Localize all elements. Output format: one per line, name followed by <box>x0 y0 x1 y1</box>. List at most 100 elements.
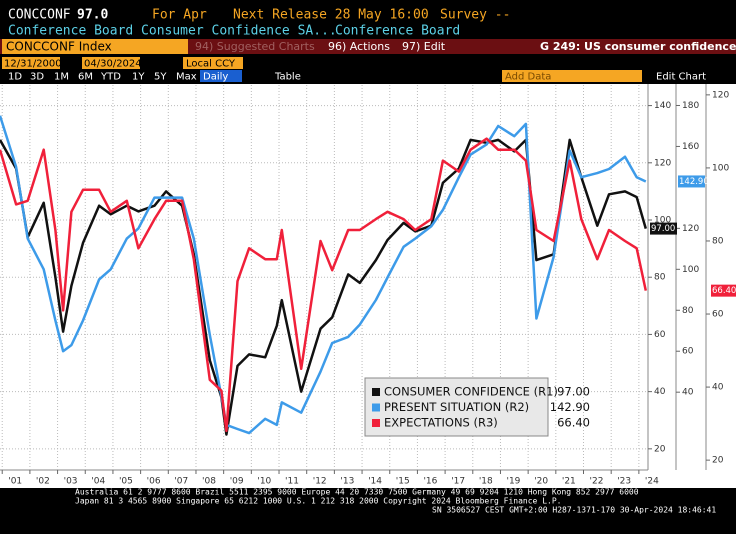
legend-name: EXPECTATIONS (R3) <box>384 416 498 430</box>
series-line <box>0 137 648 433</box>
period-button[interactable]: YTD <box>100 72 121 83</box>
x-tick-label: '23 <box>617 477 631 487</box>
currency-box[interactable] <box>183 57 243 69</box>
survey: Survey -- <box>440 8 510 23</box>
start-date-box[interactable] <box>2 57 60 69</box>
y-tick-label: 100 <box>654 216 671 226</box>
y-tick-label: 180 <box>682 101 699 111</box>
last-value-label: 142.90 <box>679 177 709 187</box>
period-button[interactable]: 1M <box>54 72 69 83</box>
y-tick-label: 80 <box>682 306 694 316</box>
x-tick-label: '04 <box>91 477 105 487</box>
period-button[interactable]: 5Y <box>154 72 167 83</box>
x-tick-label: '22 <box>590 477 604 487</box>
add-data[interactable]: Add Data <box>505 72 551 83</box>
x-tick-label: '21 <box>562 477 576 487</box>
last-value-badge <box>650 222 677 235</box>
end-date[interactable]: 04/30/2024 <box>84 59 142 70</box>
description: Conference Board Consumer Confidence SA.… <box>8 24 337 39</box>
x-tick-label: '17 <box>451 477 465 487</box>
x-tick-label: '12 <box>313 477 327 487</box>
x-tick-label: '06 <box>147 477 161 487</box>
x-tick-label: '18 <box>479 477 493 487</box>
currency[interactable]: Local CCY <box>186 59 236 70</box>
last-value: 97.0 <box>77 8 108 23</box>
x-tick-label: '13 <box>340 477 354 487</box>
x-tick-label: '09 <box>230 477 244 487</box>
y-tick-label: 120 <box>682 224 699 234</box>
period-button[interactable]: 6M <box>78 72 93 83</box>
series-line <box>0 138 648 436</box>
x-tick-label: '19 <box>506 477 520 487</box>
period-button[interactable]: Max <box>176 72 197 83</box>
start-date[interactable]: 12/31/2000 <box>4 59 62 70</box>
footer-line3: SN 3506527 CEST GMT+2:00 H287-1371-170 3… <box>432 506 716 515</box>
end-date-box[interactable] <box>82 57 140 69</box>
last-value-label: 97.00 <box>651 224 675 234</box>
y-tick-label: 80 <box>654 273 666 283</box>
axes: '01 '02 '03 '04 '05 '06 '07 '08 '09 '10 '11 '12 '13 '… <box>1 90 736 487</box>
footer-line1: Australia 61 2 9777 8600 Brazil 5511 239… <box>75 488 639 497</box>
y-tick-label: 60 <box>712 310 724 320</box>
last-value-badge <box>711 284 736 297</box>
y-tick-label: 120 <box>654 158 671 168</box>
period-button[interactable]: 3D <box>30 72 44 83</box>
actions-menu[interactable]: 96) Actions <box>328 40 390 53</box>
legend-value: 142.90 <box>550 400 590 414</box>
y-tick-label: 100 <box>682 265 699 275</box>
add-data-box[interactable] <box>502 70 642 82</box>
chart-name: G 249: US consumer confidences <box>540 40 736 53</box>
y-tick-label: 160 <box>682 142 699 152</box>
y-tick-label: 40 <box>682 388 694 398</box>
y-tick-label: 20 <box>712 456 724 466</box>
legend-swatch <box>372 403 380 412</box>
legend-swatch <box>372 419 380 427</box>
period: For Apr <box>152 8 207 23</box>
legend-swatch <box>372 388 380 396</box>
y-tick-label: 40 <box>654 387 666 397</box>
security[interactable]: CONCCONF Index <box>6 40 112 54</box>
x-tick-label: '02 <box>36 477 50 487</box>
legend-name: PRESENT SITUATION (R2) <box>384 400 529 414</box>
last-value-badge <box>678 175 705 188</box>
y-tick-label: 100 <box>712 163 729 173</box>
x-tick-label: '16 <box>423 477 437 487</box>
suggested-charts[interactable]: 94) Suggested Charts <box>195 40 315 53</box>
y-tick-label: 20 <box>654 444 666 454</box>
legend-name: CONSUMER CONFIDENCE (R1) <box>384 385 558 399</box>
y-tick-label: 40 <box>712 383 724 393</box>
frequency-box[interactable] <box>200 70 242 82</box>
edit-chart[interactable]: Edit Chart <box>656 72 706 83</box>
grid <box>0 85 648 470</box>
series-line <box>0 115 647 435</box>
x-tick-label: '20 <box>534 477 548 487</box>
y-tick-label: 60 <box>654 330 666 340</box>
period-buttons: 1D 3D 1M 6M YTD 1Y 5Y Max <box>8 72 197 83</box>
y-tick-label: 140 <box>654 101 671 111</box>
period-button[interactable]: 1Y <box>132 72 145 83</box>
x-tick-label: '07 <box>174 477 188 487</box>
next-release: Next Release 28 May 16:00 <box>233 8 429 23</box>
frequency[interactable]: Daily <box>203 72 228 83</box>
legend <box>364 377 549 437</box>
source: Conference Board <box>335 24 460 39</box>
footer-line2: Japan 81 3 4565 8900 Singapore 65 6212 1… <box>75 497 561 506</box>
security-box[interactable] <box>2 39 188 54</box>
y-tick-label: 80 <box>712 236 724 246</box>
period-button[interactable]: 1D <box>8 72 22 83</box>
x-tick-label: '10 <box>257 477 271 487</box>
table-button[interactable]: Table <box>274 72 301 83</box>
x-tick-label: '05 <box>119 477 133 487</box>
y-tick-label: 60 <box>682 347 694 357</box>
x-tick-label: '15 <box>396 477 410 487</box>
ticker: CONCCONF <box>8 8 71 23</box>
x-tick-label: '08 <box>202 477 216 487</box>
y-tick-label: 120 <box>712 90 729 100</box>
edit-menu[interactable]: 97) Edit <box>402 40 446 53</box>
x-tick-label: '01 <box>8 477 22 487</box>
x-tick-label: '03 <box>64 477 78 487</box>
legend-entries: CONSUMER CONFIDENCE (R1) 97.00 PRESENT SIT… <box>372 385 590 430</box>
x-tick-label: '14 <box>368 477 382 487</box>
